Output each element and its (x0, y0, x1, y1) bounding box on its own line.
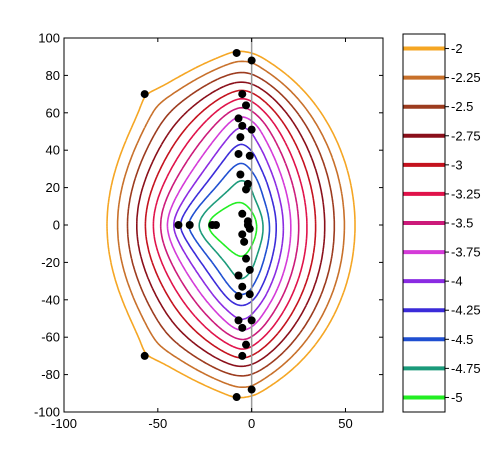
data-point-9 (245, 151, 254, 160)
contour-level-9 (179, 143, 277, 307)
data-point-10 (236, 170, 245, 179)
data-point-17 (234, 271, 243, 280)
y-tick-label-4: -20 (41, 255, 60, 270)
contour-lines (106, 50, 356, 399)
y-tick-label-2: -60 (41, 330, 60, 345)
contour-level-7 (166, 116, 292, 331)
x-axis-ticks: -100 -50 0 50 (51, 38, 353, 431)
colorbar-label-2: -2.5 (451, 99, 473, 114)
data-point-32 (140, 351, 149, 360)
contour-level-10 (188, 162, 271, 296)
y-tick-label-1: -80 (41, 367, 60, 382)
data-point-30 (247, 385, 256, 394)
data-point-5 (238, 121, 247, 130)
data-point-15 (238, 230, 247, 239)
y-axis-ticks: -100 -80 -60 -40 -20 0 20 40 60 80 100 (34, 31, 383, 420)
data-point-7 (247, 125, 256, 134)
data-point-18 (245, 265, 254, 274)
data-point-12 (242, 185, 251, 194)
contour-level-6 (159, 106, 300, 341)
data-point-3 (242, 101, 251, 110)
data-points (140, 48, 256, 402)
contour-level-5 (152, 97, 308, 350)
colorbar: -2 -2.25 -2.5 -2.75 -3 -3.25 -3.5 -3.75 -4 -4.25 -… (402, 33, 481, 413)
x-tick-label-3: 50 (338, 416, 352, 431)
colorbar-label-8: -4 (451, 274, 463, 289)
x-tick-label-2: 0 (248, 416, 255, 431)
data-point-34 (185, 221, 194, 229)
y-tick-label-6: 20 (46, 180, 60, 195)
colorbar-label-0: -2 (451, 41, 463, 56)
y-tick-label-10: 100 (38, 31, 60, 46)
data-point-29 (232, 393, 241, 402)
data-point-36 (211, 221, 220, 229)
plot-axes-frame (63, 37, 384, 413)
y-tick-label-3: -40 (41, 292, 60, 307)
data-point-19 (242, 254, 251, 263)
data-point-24 (234, 316, 243, 325)
contour-level-3 (136, 81, 326, 368)
data-point-2 (238, 90, 247, 99)
colorbar-label-1: -2.25 (451, 70, 481, 85)
colorbar-label-3: -2.75 (451, 128, 481, 143)
data-point-25 (238, 323, 247, 332)
data-point-8 (234, 149, 243, 158)
colorbar-label-12: -5 (451, 390, 463, 405)
y-tick-label-0: -100 (34, 405, 60, 420)
data-point-31 (140, 90, 149, 99)
contour-level-1 (116, 60, 346, 388)
data-point-6 (236, 133, 245, 142)
y-tick-label-7: 40 (46, 143, 60, 158)
colorbar-label-4: -3 (451, 157, 463, 172)
data-point-20 (240, 237, 249, 246)
data-point-28 (238, 351, 247, 360)
data-point-27 (242, 340, 251, 349)
contour-level-2 (126, 71, 336, 377)
y-tick-label-8: 60 (46, 105, 60, 120)
colorbar-label-7: -3.75 (451, 245, 481, 260)
data-point-23 (245, 290, 254, 299)
colorbar-label-9: -4.25 (451, 303, 481, 318)
data-point-37 (243, 221, 252, 229)
colorbar-border (402, 33, 446, 413)
data-point-21 (238, 282, 247, 291)
y-tick-label-5: 0 (53, 218, 60, 233)
colorbar-label-10: -4.5 (451, 332, 473, 347)
data-point-1 (247, 56, 256, 65)
data-point-4 (234, 114, 243, 123)
data-point-26 (247, 316, 256, 325)
data-point-13 (238, 209, 247, 218)
colorbar-label-6: -3.5 (451, 216, 473, 231)
data-point-0 (232, 48, 241, 57)
x-tick-label-1: -50 (148, 416, 167, 431)
y-tick-label-9: 80 (46, 68, 60, 83)
colorbar-label-5: -3.25 (451, 186, 481, 201)
x-tick-label-0: -100 (51, 416, 77, 431)
data-point-33 (174, 221, 183, 229)
colorbar-label-11: -4.75 (451, 361, 481, 376)
data-point-22 (234, 292, 243, 301)
